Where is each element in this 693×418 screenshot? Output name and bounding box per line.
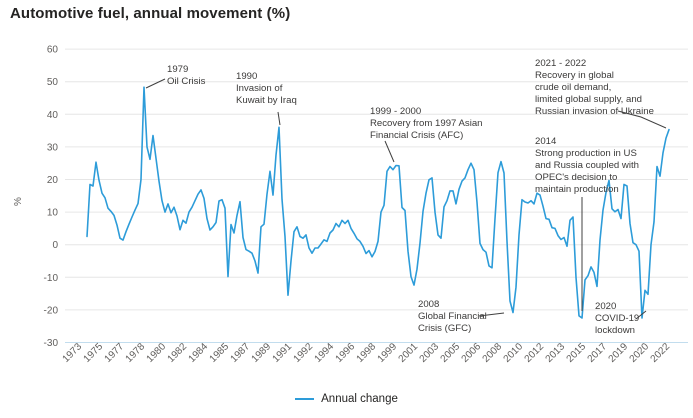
annotation-callout-line (145, 78, 166, 89)
annotation-text: OPEC's decision to (535, 172, 617, 183)
y-tick-label: 40 (47, 110, 59, 121)
annotation-callout-line (384, 140, 395, 163)
legend-line-swatch (295, 398, 315, 400)
x-tick-label: 2015 (565, 341, 589, 365)
x-tick-label: 1984 (187, 341, 211, 365)
annual-change-line-series[interactable] (86, 86, 670, 319)
annotation-text: 1999 - 2000 (370, 106, 421, 117)
x-tick-label: 1987 (229, 341, 253, 365)
annotation-text: Oil Crisis (167, 76, 206, 87)
x-tick-label: 2013 (544, 341, 568, 365)
annotation-text: maintain production (535, 184, 619, 195)
x-tick-label: 1982 (166, 341, 190, 365)
annotation-text: 2014 (535, 136, 557, 147)
annotation-text: 2021 - 2022 (535, 58, 586, 69)
annotation-text: crude oil demand, (535, 82, 611, 93)
x-tick-label: 1994 (313, 341, 337, 365)
x-tick-label: 1978 (124, 341, 148, 365)
x-tick-label: 1999 (376, 341, 400, 365)
x-tick-label: 2003 (418, 341, 442, 365)
x-tick-label: 1996 (334, 341, 358, 365)
x-tick-label: 2022 (649, 341, 673, 365)
annotation-text: Strong production in US (535, 148, 637, 159)
annotation-text: Global Financial (418, 311, 487, 322)
annotation-callout-line (635, 310, 647, 320)
annotation-text: 2008 (418, 299, 439, 310)
x-tick-label: 1989 (250, 341, 274, 365)
x-tick-label: 1977 (103, 341, 127, 365)
x-tick-label: 2019 (607, 341, 631, 365)
x-tick-label: 2005 (439, 341, 463, 365)
legend-item-annual-change[interactable]: Annual change (321, 393, 398, 405)
x-tick-label: 1992 (292, 341, 316, 365)
annotation-callout-line (277, 111, 281, 126)
y-tick-label: 0 (52, 240, 58, 251)
x-tick-label: 1975 (82, 341, 106, 365)
annotation-text: Crisis (GFC) (418, 323, 471, 334)
y-tick-label: 10 (47, 208, 59, 219)
x-tick-label: 2012 (523, 341, 547, 365)
x-tick-label: 2006 (460, 341, 484, 365)
annotation-text: 1979 (167, 64, 188, 75)
x-tick-label: 1991 (271, 341, 295, 365)
annotation-text: 2020 (595, 301, 616, 312)
x-tick-label: 2010 (502, 341, 526, 365)
y-tick-label: 30 (47, 142, 59, 153)
legend: Annual change (0, 393, 693, 405)
annotation-text: COVID-19 (595, 313, 639, 324)
annotation-text: lockdown (595, 325, 635, 336)
annotation-text: Kuwait by Iraq (236, 95, 297, 106)
y-tick-label: 50 (47, 77, 59, 88)
y-tick-label: -20 (44, 305, 59, 316)
annotation-text: and Russia coupled with (535, 160, 639, 171)
annotation-text: Recovery in global (535, 70, 614, 81)
y-tick-label: -10 (44, 273, 59, 284)
x-tick-label: 2020 (628, 341, 652, 365)
y-tick-label: -30 (44, 338, 59, 349)
chart-title: Automotive fuel, annual movement (%) (10, 5, 291, 22)
y-tick-label: 60 (47, 45, 59, 56)
x-tick-label: 1980 (145, 341, 169, 365)
x-tick-label: 1985 (208, 341, 232, 365)
annotation-text: Financial Crisis (AFC) (370, 130, 463, 141)
annotation-text: Invasion of (236, 83, 283, 94)
annotation-callout-line (617, 110, 667, 129)
x-tick-label: 1973 (61, 341, 85, 365)
x-tick-label: 2017 (586, 341, 610, 365)
x-tick-label: 2001 (397, 341, 421, 365)
annotation-text: 1990 (236, 71, 257, 82)
y-tick-label: 20 (47, 175, 59, 186)
x-tick-label: 1998 (355, 341, 379, 365)
annotation-text: Russian invasion of Ukraine (535, 106, 654, 117)
annotation-text: Recovery from 1997 Asian (370, 118, 483, 129)
x-tick-label: 2008 (481, 341, 505, 365)
annotation-callout-line (478, 312, 505, 317)
annotation-text: limited global supply, and (535, 94, 642, 105)
